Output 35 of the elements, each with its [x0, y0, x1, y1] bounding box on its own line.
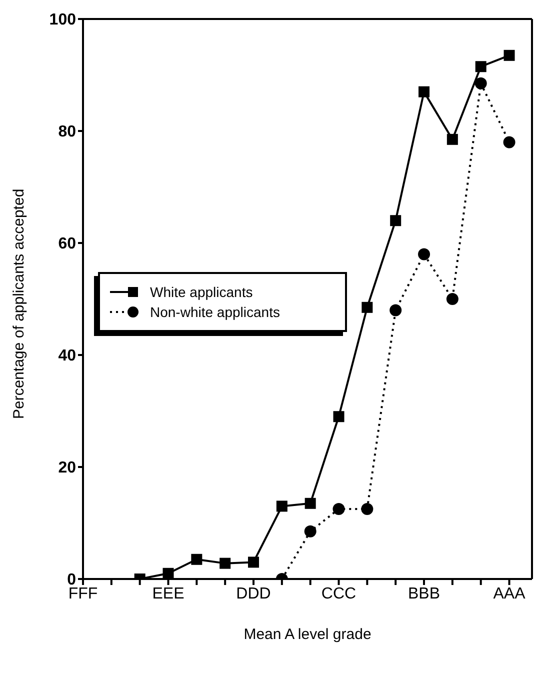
legend-label: Non-white applicants [150, 304, 280, 320]
legend-label: White applicants [150, 284, 253, 300]
point [503, 136, 516, 148]
point [446, 134, 458, 145]
y-axis-title: Percentage of applicants accepted [10, 188, 28, 419]
point [304, 498, 316, 509]
point [504, 50, 515, 61]
y-tick-label: 80 [58, 124, 76, 141]
point [191, 554, 202, 565]
point [390, 304, 402, 316]
x-axis-title: Mean A level grade [244, 626, 372, 643]
point [276, 500, 288, 512]
point [361, 503, 374, 515]
y-tick-label: 100 [49, 12, 76, 29]
point [475, 61, 486, 72]
y-tick-label: 40 [58, 348, 76, 365]
y-tick-label: 20 [58, 460, 76, 477]
x-tick-label: DDD [236, 585, 271, 602]
point [248, 556, 260, 568]
y-tick-label: 60 [58, 236, 76, 253]
point [162, 568, 174, 579]
point [333, 411, 344, 422]
point [418, 86, 430, 98]
point [446, 293, 458, 305]
point [332, 503, 345, 515]
point [304, 525, 316, 538]
x-tick-label: EEE [152, 585, 184, 602]
point [220, 558, 231, 569]
x-tick-label: AAA [493, 585, 526, 602]
x-tick-label: CCC [321, 585, 356, 602]
point [390, 215, 402, 226]
point [418, 248, 430, 260]
point [362, 302, 373, 313]
x-tick-label: BBB [408, 585, 440, 602]
point [474, 77, 487, 90]
